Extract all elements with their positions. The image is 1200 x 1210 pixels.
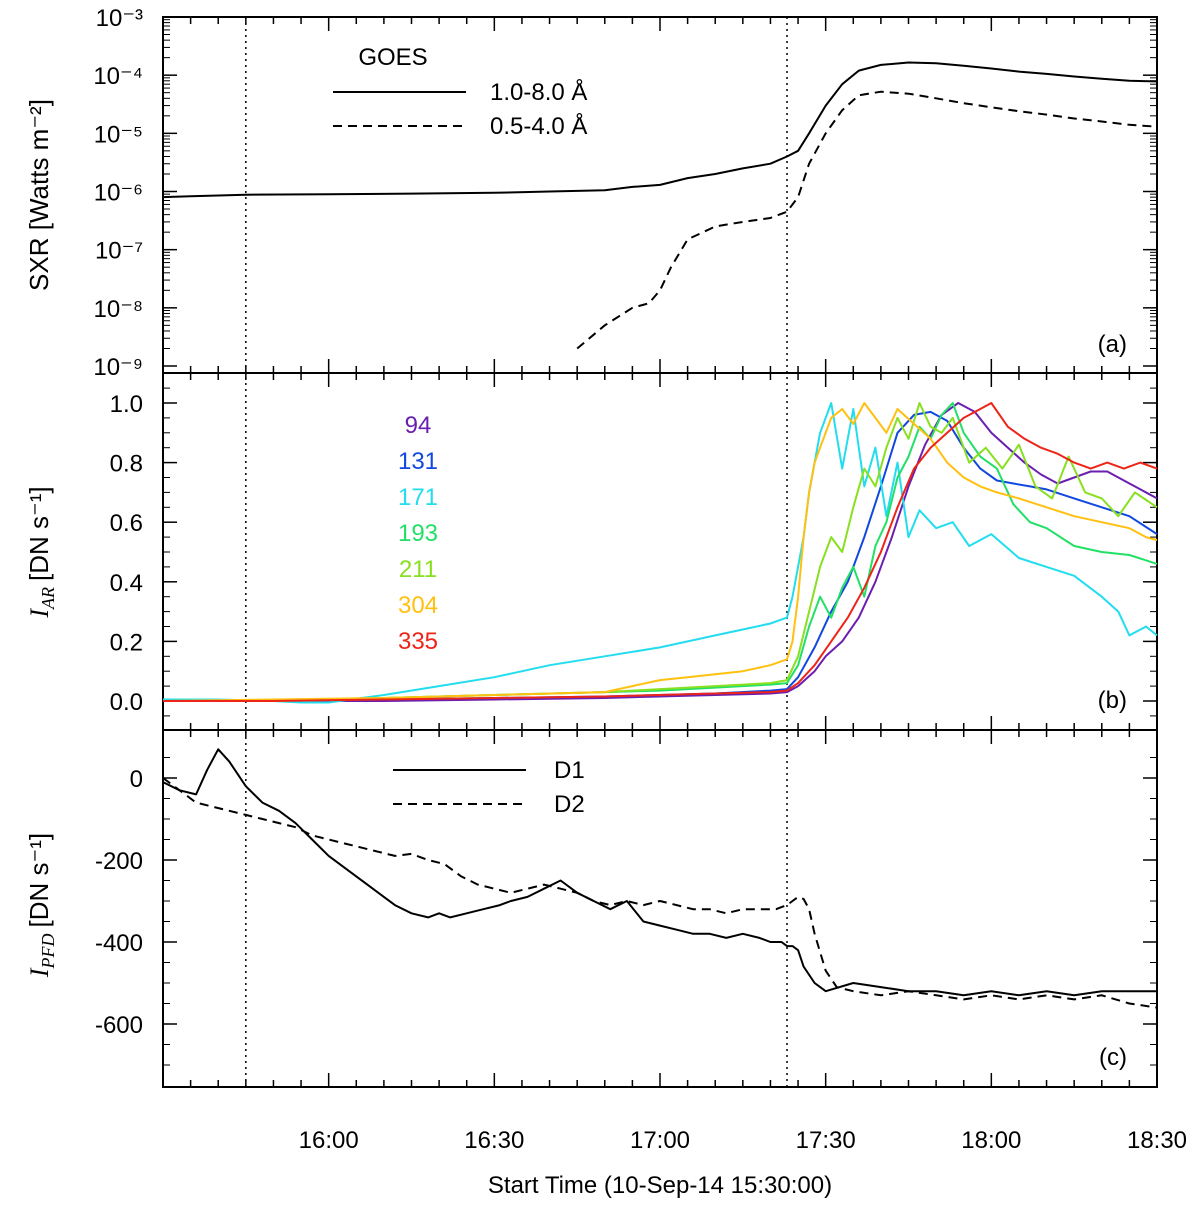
panel-a: SXR [Watts m⁻²] (a) GOES 1.0-8.0 Å 0.5-4… [24,44,1127,358]
panel-c-ylabel: IPFD [DN s⁻¹] [24,833,58,978]
panel-c-ylabel-sub: PFD [38,933,58,969]
x-tick-label: 18:00 [961,1127,1021,1154]
panel-b-ylabel-var: I [25,608,54,619]
legend-wavelength-211: 211 [399,556,437,583]
series-line-b-335 [163,402,1158,702]
series-line-b-171 [163,402,1158,704]
y-tick-label-c: 0 [130,766,143,793]
y-tick-label-a: 10⁻⁹ [93,354,143,381]
panel-a-label: (a) [1098,331,1127,358]
legend-wavelength-335: 335 [398,628,438,655]
y-tick-label-b: 0.8 [110,451,143,478]
legend-wavelength-193: 193 [398,520,438,547]
legend-title-goes: GOES [358,44,427,71]
y-tick-label-a: 10⁻⁷ [95,238,143,265]
y-tick-label-b: 0.6 [110,510,143,537]
x-tick-label: 16:30 [464,1127,524,1154]
panel-b-ylabel: IAR [DN s⁻¹] [24,486,58,618]
series-line-b-304 [162,402,1158,702]
series-line-c-D2 [162,777,1158,1009]
panel-c-label: (c) [1099,1044,1127,1071]
legend-label-long: 1.0-8.0 Å [490,78,587,106]
x-tick-label: 18:30 [1127,1127,1187,1154]
y-tick-label-c: -600 [95,1012,143,1039]
legend-wavelength-131: 131 [398,448,438,475]
y-tick-label-b: 1.0 [110,391,143,418]
series-line-b-131 [163,410,1158,702]
y-tick-label-a: 10⁻⁸ [94,296,144,323]
chart-marks: 16:00 16:30 17:00 17:30 18:00 18:30 10⁻⁹ 10⁻⁸ 10… [93,5,1187,1154]
x-tick-label: 17:00 [630,1127,690,1154]
panel-b-label: (b) [1098,687,1127,714]
x-tick-label: 16:00 [299,1127,359,1154]
y-tick-label-b: 0.4 [110,570,143,597]
panel-c-ylabel-var: I [25,967,54,978]
y-tick-label-b: 0.2 [110,629,143,656]
panel-a-ylabel: SXR [Watts m⁻²] [24,99,54,291]
y-tick-label-a: 10⁻⁴ [93,63,143,90]
series-line-c-D1 [162,748,1157,997]
legend-label-short: 0.5-4.0 Å [490,112,587,140]
panel-c-ylabel-unit: [DN s⁻¹] [24,833,54,928]
legend-label-d2: D2 [554,791,585,818]
legend-label-d1: D1 [554,757,585,784]
panel-b: IAR [DN s⁻¹] (b) [24,486,1127,714]
x-tick-label: 17:30 [796,1127,856,1154]
panel-b-ylabel-sub: AR [38,587,58,610]
legend-wavelength-171: 171 [398,484,438,511]
series-line-b-211 [163,402,1158,702]
legend-wavelength-94: 94 [405,412,432,439]
x-axis-label: Start Time (10-Sep-14 15:30:00) [488,1172,832,1199]
y-tick-label-a: 10⁻⁵ [94,121,143,148]
panel-b-ylabel-unit: [DN s⁻¹] [24,486,54,581]
series-line-b-193 [163,402,1158,702]
y-tick-label-c: -200 [95,848,143,875]
y-tick-label-a: 10⁻⁶ [94,180,143,207]
series-line-a-1-0-8-0- [162,61,1158,199]
series-line-b-94 [163,402,1158,702]
y-tick-label-b: 0.0 [110,689,143,716]
series-line-a-0-5-4-0- [576,90,1158,350]
y-tick-label-c: -400 [95,930,143,957]
y-tick-label-a: 10⁻³ [96,5,143,32]
legend-wavelength-304: 304 [398,592,438,619]
panel-c: IPFD [DN s⁻¹] (c) D1 D2 [24,757,1127,1071]
